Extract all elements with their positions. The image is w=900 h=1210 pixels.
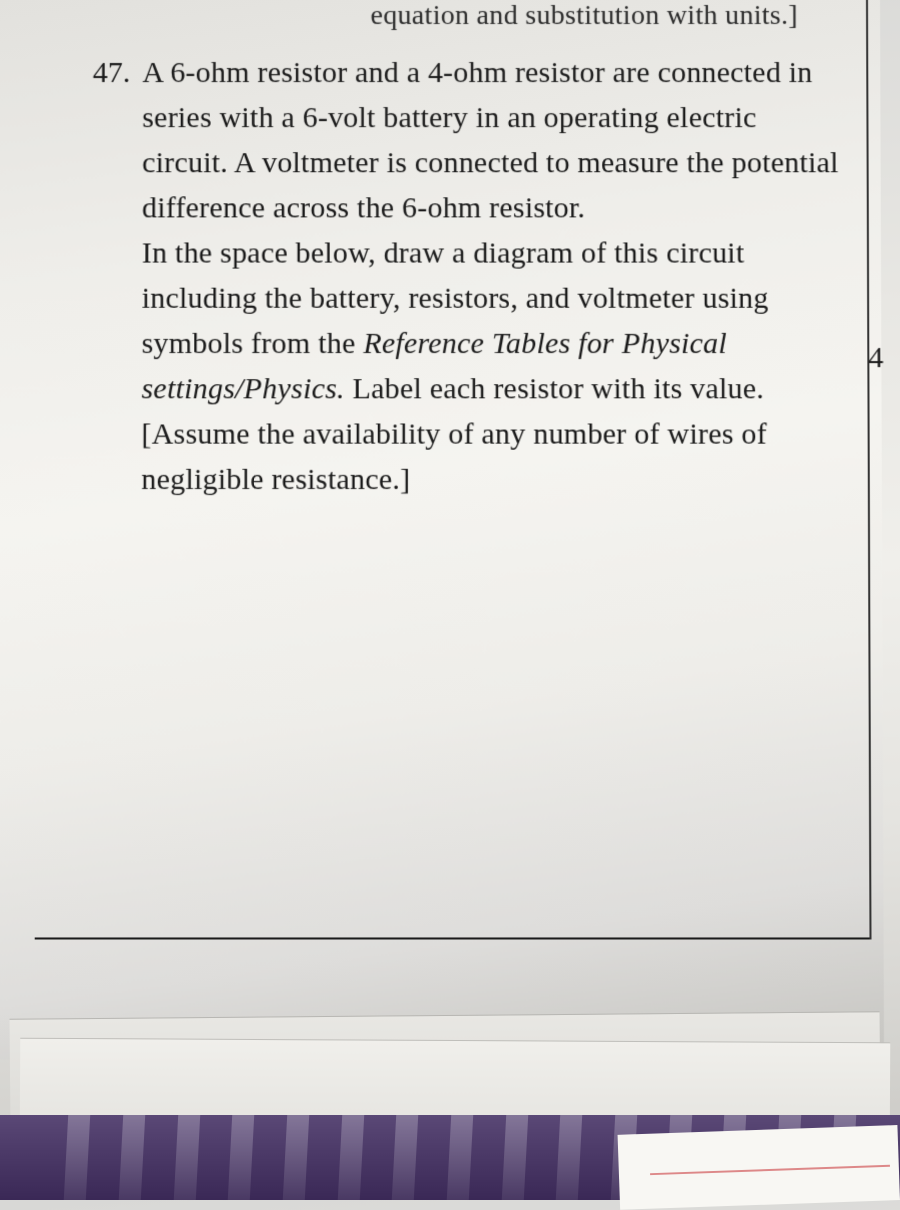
question-text-part1: A 6-ohm resistor and a 4-ohm resistor ar… <box>142 56 839 224</box>
binding-stripe <box>337 1115 363 1200</box>
paper-stack-background <box>0 1000 900 1200</box>
binding-stripe <box>447 1115 473 1200</box>
question-body: A 6-ohm resistor and a 4-ohm resistor ar… <box>141 50 850 502</box>
question-frame: equation and substitution with units.] 4… <box>35 0 872 939</box>
binding-stripe <box>228 1115 254 1200</box>
worksheet-page: equation and substitution with units.] 4… <box>0 0 884 1060</box>
previous-question-fragment: equation and substitution with units.] <box>93 0 848 32</box>
question-47: 47. A 6-ohm resistor and a 4-ohm resisto… <box>91 50 849 502</box>
section-divider-line <box>35 937 870 939</box>
binding-stripe <box>173 1115 199 1200</box>
binding-stripe <box>119 1115 145 1200</box>
answer-drawing-space <box>90 502 851 937</box>
binding-stripe <box>501 1115 527 1200</box>
question-number: 47. <box>93 50 131 95</box>
binding-stripe <box>283 1115 309 1200</box>
binding-stripe <box>556 1115 582 1200</box>
next-question-number-fragment: 4 <box>868 341 883 375</box>
binding-stripe <box>64 1115 90 1200</box>
binding-stripe <box>392 1115 418 1200</box>
